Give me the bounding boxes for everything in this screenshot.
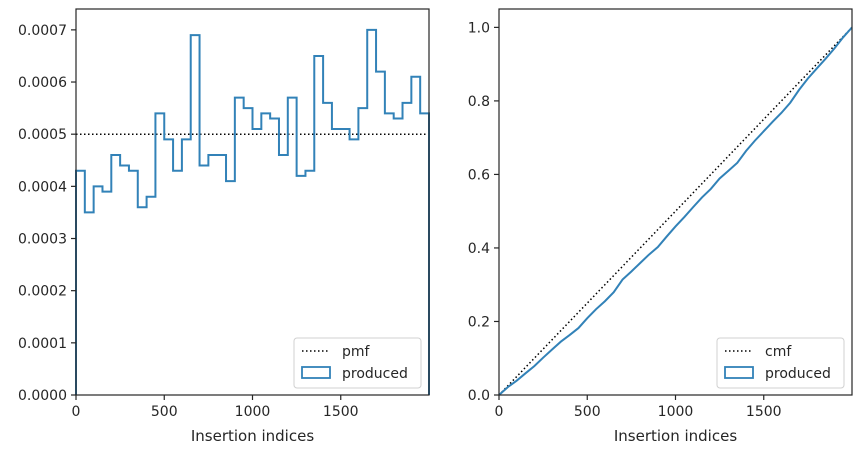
x-tick-label: 500 — [151, 404, 178, 420]
right-chart-cmf: 0 500 1000 1500 0.0 0.2 0.4 0.6 0.8 1.0 Insertio… — [468, 8, 853, 445]
x-tick-label: 0 — [72, 404, 81, 420]
y-tick-label: 0.0006 — [18, 75, 67, 91]
y-tick-label: 0.2 — [468, 314, 490, 330]
y-axis-ticks: 0.0 0.2 0.4 0.6 0.8 1.0 — [468, 20, 499, 404]
x-axis-ticks: 0 500 1000 1500 — [495, 395, 782, 420]
y-tick-label: 0.0002 — [18, 284, 67, 300]
legend-box — [716, 337, 845, 389]
x-axis-label: Insertion indices — [614, 427, 737, 445]
x-axis-ticks: 0 500 1000 1500 — [72, 395, 359, 420]
x-axis-label: Insertion indices — [191, 427, 314, 445]
y-tick-label: 0.0000 — [18, 388, 67, 404]
x-tick-label: 1500 — [746, 404, 782, 420]
y-tick-label: 0.0001 — [18, 336, 67, 352]
legend: pmf produced — [293, 337, 422, 389]
legend-label-pmf: pmf — [342, 344, 371, 360]
legend-swatch-produced — [301, 366, 331, 379]
y-axis-ticks: 0.0000 0.0001 0.0002 0.0003 0.0004 0.0005 0.00… — [18, 23, 76, 404]
x-tick-label: 0 — [495, 404, 504, 420]
left-chart-pmf: 0 500 1000 1500 0.00000.00010.00020.00030.0… — [18, 8, 430, 445]
y-tick-label: 0.0 — [468, 388, 490, 404]
y-tick-label: 0.0004 — [18, 179, 67, 195]
y-tick-label: 0.8 — [468, 94, 490, 110]
y-tick-label: 0.0005 — [18, 127, 67, 143]
series-line-produced — [498, 26, 853, 396]
series-line-produced — [75, 28, 430, 395]
y-tick-label: 0.0007 — [18, 23, 67, 39]
y-tick-label: 0.6 — [468, 167, 490, 183]
legend-label-produced: produced — [342, 366, 408, 382]
legend-label-cmf: cmf — [765, 344, 792, 360]
y-tick-label: 0.0003 — [18, 232, 67, 248]
x-tick-label: 1500 — [323, 404, 359, 420]
x-tick-label: 1000 — [235, 404, 271, 420]
reference-line-cmf — [498, 26, 853, 396]
legend: cmf produced — [716, 337, 845, 389]
x-tick-label: 1000 — [658, 404, 694, 420]
legend-swatch-produced — [724, 366, 754, 379]
y-tick-label: 1.0 — [468, 20, 490, 36]
axes-frame — [498, 8, 853, 396]
legend-label-produced: produced — [765, 366, 831, 382]
x-tick-label: 500 — [574, 404, 601, 420]
legend-box — [293, 337, 422, 389]
y-tick-label: 0.4 — [468, 241, 490, 257]
